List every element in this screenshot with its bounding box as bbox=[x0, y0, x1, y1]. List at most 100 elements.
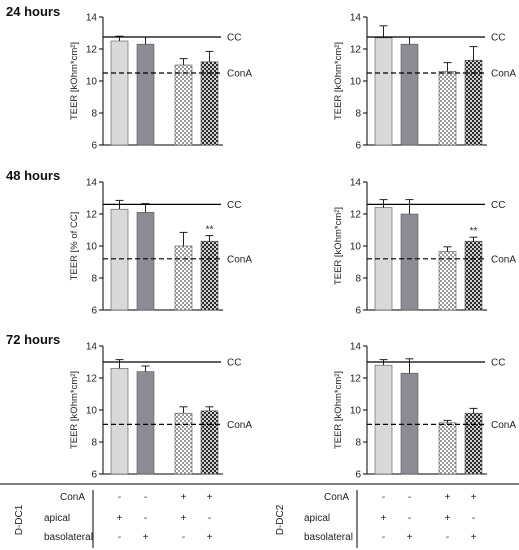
table-cell-mark: - bbox=[446, 532, 449, 543]
table-row-label: ConA bbox=[324, 492, 349, 503]
reference-label: CC bbox=[491, 200, 505, 211]
bar bbox=[200, 61, 219, 146]
bar bbox=[136, 371, 155, 475]
significance-label: ** bbox=[470, 226, 478, 237]
bar bbox=[438, 422, 457, 475]
y-axis-label: TEER [kOhm*cm²] bbox=[69, 371, 80, 449]
y-tick-label: 12 bbox=[350, 210, 362, 221]
charts-group: 6 8 10 12 14 TEER [kOhm*cm²] CC ConA 6 8 10 12 14 TEE… bbox=[69, 13, 516, 481]
reference-label: ConA bbox=[491, 254, 516, 265]
y-tick-label: 12 bbox=[86, 374, 98, 385]
bar bbox=[464, 412, 483, 475]
y-axis-label: TEER [kOhm*cm²] bbox=[69, 42, 80, 120]
table-cell-mark: - bbox=[144, 513, 147, 524]
bar bbox=[174, 245, 193, 311]
table-cell-mark: - bbox=[208, 513, 211, 524]
table-cell-mark: - bbox=[382, 492, 385, 503]
chart-panel: 6 8 10 12 14 TEER [kOhm*cm²] CC ConA bbox=[333, 342, 516, 481]
reference-label: CC bbox=[227, 200, 241, 211]
table-cell-mark: + bbox=[181, 513, 187, 524]
y-tick-label: 14 bbox=[350, 178, 362, 189]
chart-panel: 6 8 10 12 14 TEER [kOhm*cm²] ** CC ConA bbox=[333, 178, 516, 317]
chart-panel: 6 8 10 12 14 TEER [kOhm*cm²] CC ConA bbox=[69, 13, 252, 152]
table-cell-mark: - bbox=[118, 532, 121, 543]
table-cell-mark: + bbox=[181, 492, 187, 503]
y-tick-label: 10 bbox=[86, 406, 98, 417]
table-cell-mark: + bbox=[207, 532, 213, 543]
y-tick-label: 10 bbox=[350, 242, 362, 253]
bar bbox=[438, 251, 457, 311]
table-cell-mark: - bbox=[144, 492, 147, 503]
reference-label: CC bbox=[491, 358, 505, 369]
y-tick-label: 8 bbox=[355, 274, 361, 285]
conditions-table: D-DC1 ConA - - + + apical + - + - basolateral - + - + D-… bbox=[0, 483, 519, 548]
reference-label: ConA bbox=[491, 420, 516, 431]
reference-label: CC bbox=[227, 33, 241, 44]
y-tick-label: 12 bbox=[86, 45, 98, 56]
y-tick-label: 12 bbox=[350, 45, 362, 56]
table-cell-mark: + bbox=[207, 492, 213, 503]
table-cell-mark: - bbox=[182, 532, 185, 543]
y-tick-label: 14 bbox=[86, 342, 98, 353]
y-tick-label: 10 bbox=[86, 242, 98, 253]
bar bbox=[174, 412, 193, 475]
table-cell-mark: + bbox=[445, 492, 451, 503]
bar bbox=[110, 208, 129, 311]
y-axis-label: TEER [kOhm*cm²] bbox=[333, 207, 344, 285]
bar bbox=[400, 372, 419, 475]
reference-label: ConA bbox=[227, 420, 252, 431]
y-tick-label: 6 bbox=[355, 306, 361, 317]
table-cell-mark: - bbox=[408, 492, 411, 503]
bar bbox=[200, 240, 219, 311]
panel-label-24h: 24 hours bbox=[6, 4, 60, 19]
y-tick-label: 8 bbox=[355, 438, 361, 449]
y-tick-label: 6 bbox=[91, 470, 97, 481]
reference-label: ConA bbox=[491, 69, 516, 80]
bar bbox=[374, 364, 393, 475]
bar bbox=[400, 43, 419, 146]
group-label: D-DC2 bbox=[275, 504, 286, 535]
y-tick-label: 8 bbox=[355, 109, 361, 120]
table-cell-mark: - bbox=[408, 513, 411, 524]
bar bbox=[438, 71, 457, 146]
y-tick-label: 14 bbox=[86, 13, 98, 24]
bar bbox=[136, 212, 155, 311]
reference-label: CC bbox=[227, 358, 241, 369]
table-cell-mark: + bbox=[445, 513, 451, 524]
reference-label: ConA bbox=[227, 254, 252, 265]
chart-panel: 6 8 10 12 14 TEER [kOhm*cm²] CC ConA bbox=[69, 342, 252, 481]
y-axis-label: TEER [kOhm*cm²] bbox=[333, 42, 344, 120]
table-row-label: ConA bbox=[60, 492, 85, 503]
panel-label-72h: 72 hours bbox=[6, 332, 60, 347]
table-cell-mark: + bbox=[117, 513, 123, 524]
table-cell-mark: - bbox=[118, 492, 121, 503]
y-tick-label: 14 bbox=[350, 13, 362, 24]
bar bbox=[374, 37, 393, 146]
table-row-label: apical bbox=[304, 513, 330, 524]
table-cell-mark: + bbox=[407, 532, 413, 543]
bar bbox=[110, 40, 129, 146]
y-tick-label: 14 bbox=[86, 178, 98, 189]
table-row-label: basolateral bbox=[304, 532, 353, 543]
bar bbox=[400, 213, 419, 311]
table-cell-mark: + bbox=[143, 532, 149, 543]
y-tick-label: 8 bbox=[91, 274, 97, 285]
chart-panel: 6 8 10 12 14 TEER [% of CC] ** CC ConA bbox=[69, 178, 252, 317]
table-row-label: basolateral bbox=[44, 532, 93, 543]
significance-label: ** bbox=[206, 225, 214, 236]
bar bbox=[174, 64, 193, 146]
y-tick-label: 12 bbox=[350, 374, 362, 385]
chart-panel: 6 8 10 12 14 TEER [kOhm*cm²] CC ConA bbox=[333, 13, 516, 152]
reference-label: CC bbox=[491, 33, 505, 44]
y-tick-label: 10 bbox=[350, 77, 362, 88]
y-tick-label: 8 bbox=[91, 109, 97, 120]
table-row-label: apical bbox=[44, 513, 70, 524]
y-tick-label: 12 bbox=[86, 210, 98, 221]
table-cell-mark: - bbox=[382, 532, 385, 543]
y-tick-label: 10 bbox=[350, 406, 362, 417]
bar bbox=[136, 43, 155, 146]
y-axis-label: TEER [kOhm*cm²] bbox=[333, 371, 344, 449]
y-tick-label: 8 bbox=[91, 438, 97, 449]
panel-label-48h: 48 hours bbox=[6, 168, 60, 183]
